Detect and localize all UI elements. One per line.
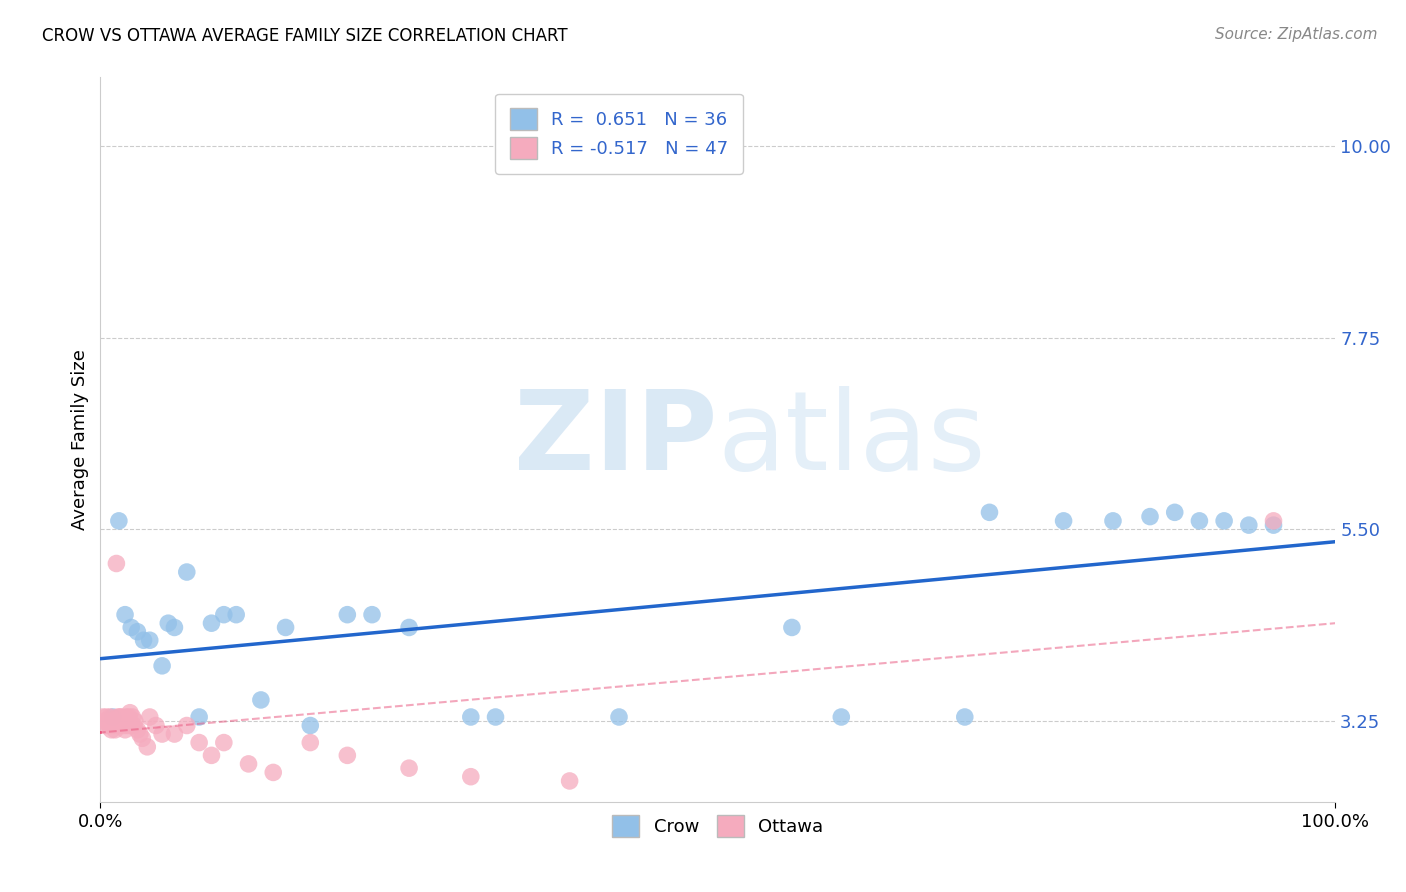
Point (91, 710, 114, 724)
Point (274, 620, 297, 634)
Point (1052, 514, 1074, 528)
Point (127, 624, 149, 639)
Point (157, 616, 180, 631)
Point (1188, 514, 1211, 528)
Point (163, 620, 186, 634)
Point (299, 735, 322, 749)
Point (212, 607, 235, 622)
Point (188, 735, 211, 749)
Point (132, 633, 155, 648)
Point (558, 774, 581, 789)
Point (398, 620, 420, 634)
Point (1102, 514, 1125, 528)
Point (108, 514, 131, 528)
Y-axis label: Average Family Size: Average Family Size (72, 350, 89, 530)
Point (150, 727, 173, 741)
Point (780, 620, 803, 634)
Point (101, 710, 124, 724)
Point (112, 718, 135, 732)
Point (107, 710, 129, 724)
Point (238, 756, 260, 771)
Point (176, 565, 198, 579)
Point (484, 710, 506, 724)
Point (336, 607, 359, 622)
Text: Source: ZipAtlas.com: Source: ZipAtlas.com (1215, 27, 1378, 42)
Point (145, 718, 167, 732)
Point (110, 710, 132, 724)
Point (150, 658, 173, 673)
Point (1139, 509, 1161, 524)
Point (98, 710, 121, 724)
Point (118, 706, 141, 720)
Point (1213, 514, 1236, 528)
Point (128, 727, 150, 741)
Point (953, 710, 976, 724)
Point (94, 718, 117, 732)
Point (225, 607, 247, 622)
Point (124, 714, 146, 729)
Point (262, 765, 284, 780)
Point (98, 718, 121, 732)
Legend: Crow, Ottawa: Crow, Ottawa (605, 807, 831, 844)
Point (163, 727, 186, 741)
Point (93, 714, 115, 729)
Point (336, 748, 359, 763)
Point (1263, 514, 1285, 528)
Point (460, 710, 482, 724)
Point (139, 633, 162, 648)
Text: atlas: atlas (718, 386, 986, 493)
Point (96, 710, 118, 724)
Point (108, 710, 131, 724)
Point (139, 710, 162, 724)
Point (121, 710, 143, 724)
Point (111, 714, 134, 729)
Point (101, 718, 124, 732)
Point (131, 731, 153, 746)
Point (460, 770, 482, 784)
Point (104, 723, 127, 737)
Point (250, 693, 273, 707)
Point (105, 557, 128, 571)
Point (607, 710, 630, 724)
Point (136, 739, 159, 754)
Text: ZIP: ZIP (515, 386, 718, 493)
Point (1164, 505, 1187, 519)
Point (103, 714, 125, 729)
Point (1237, 518, 1260, 533)
Point (188, 710, 211, 724)
Point (118, 710, 141, 724)
Point (114, 723, 136, 737)
Point (361, 607, 384, 622)
Text: CROW VS OTTAWA AVERAGE FAMILY SIZE CORRELATION CHART: CROW VS OTTAWA AVERAGE FAMILY SIZE CORRE… (42, 27, 568, 45)
Point (120, 718, 142, 732)
Point (1263, 518, 1285, 533)
Point (117, 718, 139, 732)
Point (122, 718, 145, 732)
Point (200, 748, 222, 763)
Point (299, 718, 322, 732)
Point (979, 505, 1001, 519)
Point (200, 616, 222, 631)
Point (97, 714, 120, 729)
Point (114, 607, 136, 622)
Point (830, 710, 852, 724)
Point (212, 735, 235, 749)
Point (115, 710, 138, 724)
Point (100, 723, 122, 737)
Point (176, 718, 198, 732)
Point (127, 723, 149, 737)
Point (398, 761, 420, 775)
Point (108, 718, 131, 732)
Point (120, 620, 142, 634)
